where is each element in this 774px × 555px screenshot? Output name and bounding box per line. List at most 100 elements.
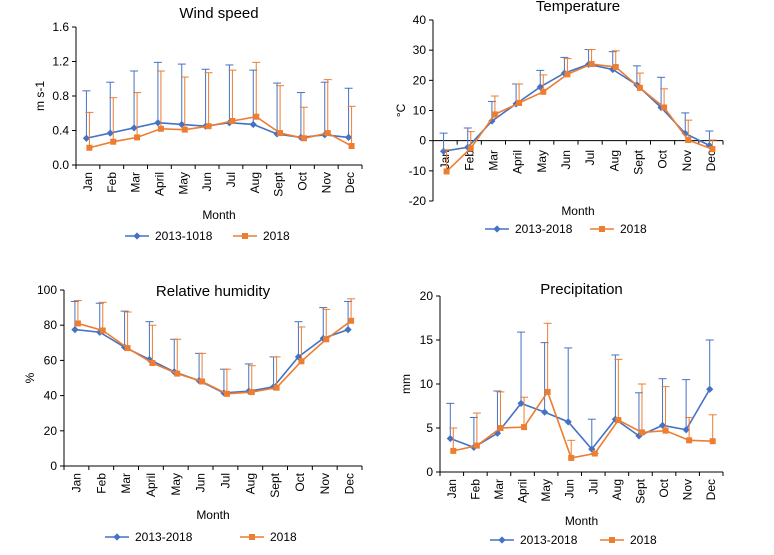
x-tick-label: Nov (680, 150, 694, 171)
chart-title: Precipitation (540, 281, 623, 298)
x-tick-label: Sept (268, 472, 282, 497)
data-point (344, 133, 353, 141)
x-tick-label: Jan (445, 479, 459, 498)
x-tick-label: Mar (486, 150, 500, 171)
chart-temp: Temperature -20 -10 0 10 20 30 40 Jan Feb Mar April… (394, 0, 724, 236)
y-tick-label: 80 (44, 318, 58, 332)
series-line (89, 115, 352, 149)
x-tick-label: Feb (462, 150, 476, 171)
x-tick-label: Oct (656, 149, 670, 168)
legend-label: 2018 (620, 222, 647, 236)
data-point (473, 442, 480, 449)
data-point (124, 345, 131, 352)
legend-label: 2018 (270, 530, 297, 544)
x-tick-label: Aug (248, 172, 262, 193)
legend-marker (493, 225, 501, 233)
series-1 (85, 61, 356, 151)
chart-title: Relative humidity (156, 283, 271, 300)
data-point (517, 399, 525, 407)
data-point (615, 417, 622, 424)
x-tick-label: Jan (81, 172, 95, 191)
data-point (443, 168, 450, 175)
x-axis-label: Month (196, 508, 229, 522)
x-tick-label: Feb (94, 473, 108, 494)
x-tick-label: Jul (583, 150, 597, 165)
x-tick-label: Dec (343, 473, 357, 494)
data-point (249, 120, 257, 129)
x-tick-label: April (516, 479, 530, 503)
x-tick-label: Jan (69, 473, 83, 492)
data-point (86, 144, 93, 151)
chart-wind: Wind speed 0.0 0.4 0.8 1.2 1.6 Jan Feb Mar April M… (33, 5, 363, 243)
y-tick-label: 0.0 (52, 158, 69, 172)
y-tick-label: 0 (426, 465, 433, 479)
data-point (491, 111, 498, 118)
x-tick-label: Aug (243, 473, 257, 494)
x-tick-label: April (511, 150, 525, 174)
x-axis-label: Month (565, 514, 598, 528)
y-tick-label: 60 (44, 353, 58, 367)
y-axis-label: % (23, 372, 37, 383)
y-axis-label: m s-1 (33, 81, 47, 111)
data-point (181, 126, 188, 133)
y-tick-label: 20 (44, 424, 58, 438)
legend-marker (133, 232, 141, 240)
y-tick-label: -10 (409, 164, 427, 178)
y-tick-label: 0.4 (52, 124, 69, 138)
x-tick-label: Dec (704, 150, 718, 171)
y-tick-label: 5 (426, 421, 433, 435)
y-tick-label: 40 (44, 389, 58, 403)
data-point (446, 434, 454, 443)
series-0 (70, 300, 353, 397)
data-point (348, 317, 355, 324)
series-line (450, 388, 711, 451)
data-point (541, 408, 549, 416)
data-point (493, 429, 502, 437)
data-point (467, 145, 474, 152)
data-point (71, 326, 79, 334)
data-point (248, 389, 255, 396)
data-point (635, 432, 643, 440)
data-point (324, 130, 331, 137)
data-point (300, 135, 307, 142)
data-point (612, 64, 619, 71)
data-point (348, 143, 355, 150)
x-tick-label: Jun (200, 172, 214, 191)
y-tick-label: -20 (409, 194, 427, 208)
chart-title: Wind speed (179, 5, 258, 22)
legend-label: 2018 (630, 533, 657, 547)
x-tick-label: Nov (319, 172, 333, 193)
data-point (564, 418, 572, 426)
x-tick-label: May (535, 150, 549, 173)
data-point (450, 447, 457, 454)
x-tick-label: Jul (218, 473, 232, 488)
y-tick-label: 20 (420, 289, 434, 303)
x-tick-label: Nov (318, 473, 332, 494)
legend-marker (609, 537, 615, 543)
data-point (636, 84, 643, 91)
legend-marker (498, 536, 506, 544)
data-point (273, 384, 280, 391)
data-point (110, 138, 117, 145)
x-tick-label: Aug (607, 150, 621, 171)
x-tick-label: Jul (224, 172, 238, 187)
x-tick-label: Oct (295, 171, 309, 190)
x-tick-label: May (169, 473, 183, 496)
data-point (298, 358, 305, 365)
series-line (77, 320, 352, 395)
series-1 (73, 298, 356, 397)
x-tick-label: Jan (438, 150, 452, 169)
y-tick-label: 1.6 (52, 20, 69, 34)
legend-marker (249, 534, 255, 540)
data-point (253, 113, 260, 120)
x-tick-label: Mar (492, 479, 506, 500)
data-point (686, 437, 693, 444)
data-point (536, 83, 544, 91)
data-point (149, 360, 156, 367)
data-point (277, 130, 284, 137)
data-point (591, 450, 598, 457)
y-tick-label: 0.8 (52, 89, 69, 103)
data-point (681, 129, 689, 138)
data-point (323, 336, 330, 343)
